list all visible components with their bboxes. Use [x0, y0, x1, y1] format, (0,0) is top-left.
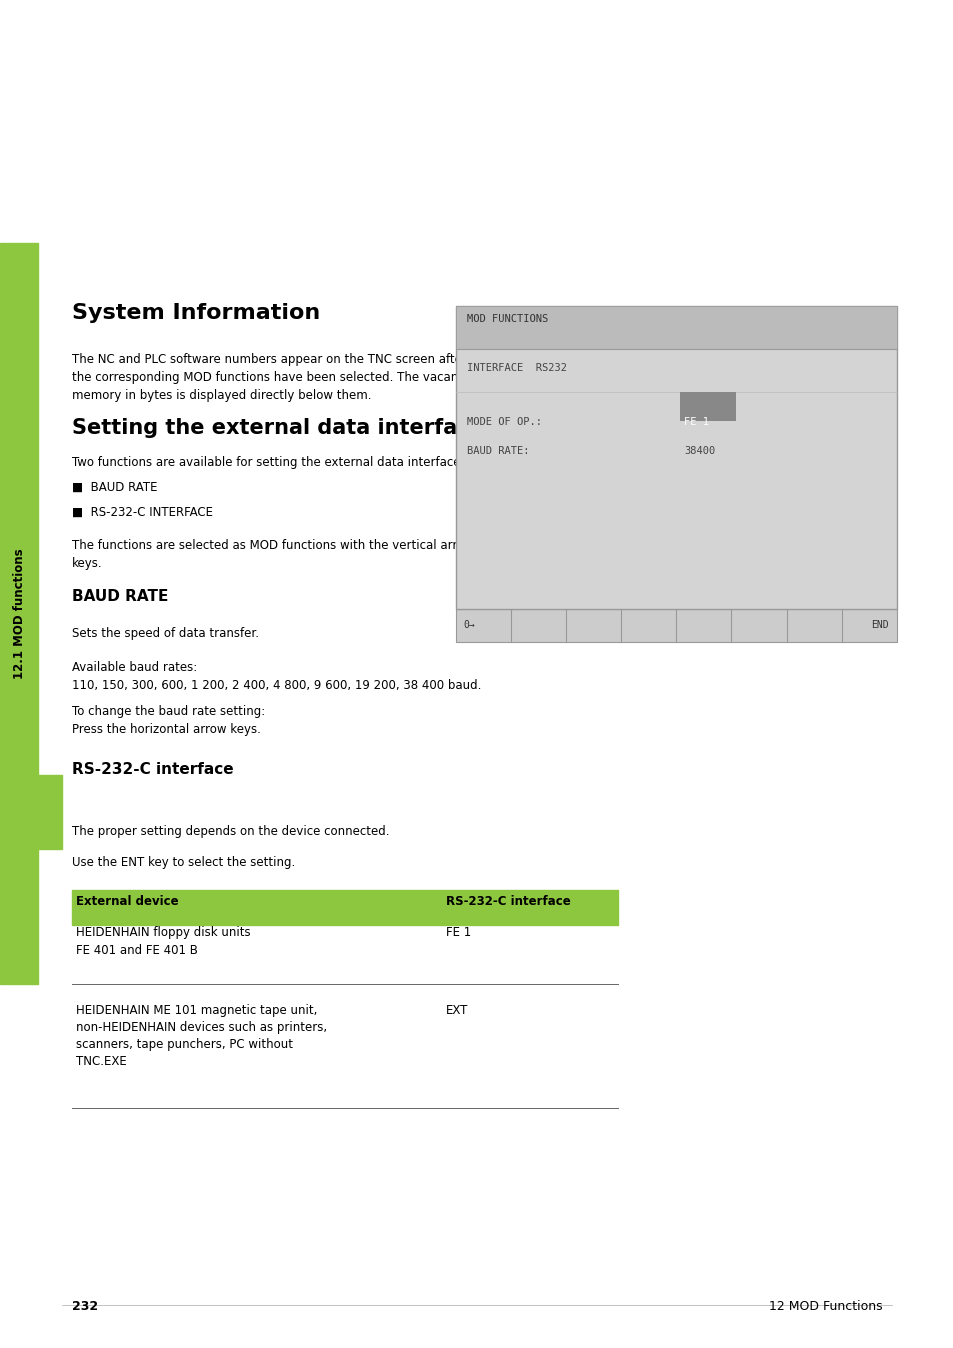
Text: Setting the external data interfaces: Setting the external data interfaces [71, 418, 496, 438]
Text: 12.1 MOD functions: 12.1 MOD functions [12, 549, 26, 678]
Text: Two functions are available for setting the external data interfaces:: Two functions are available for setting … [71, 456, 470, 469]
Text: 0→: 0→ [463, 620, 475, 631]
Text: The functions are selected as MOD functions with the vertical arrow
keys.: The functions are selected as MOD functi… [71, 539, 473, 570]
Text: System Information: System Information [71, 303, 319, 324]
Text: The NC and PLC software numbers appear on the TNC screen after
the corresponding: The NC and PLC software numbers appear o… [71, 353, 466, 402]
Text: FE 1: FE 1 [445, 926, 470, 940]
Text: HEIDENHAIN ME 101 magnetic tape unit,
non-HEIDENHAIN devices such as printers,
s: HEIDENHAIN ME 101 magnetic tape unit, no… [76, 1004, 327, 1068]
Text: BAUD RATE: BAUD RATE [71, 589, 168, 604]
Text: ■  BAUD RATE: ■ BAUD RATE [71, 481, 157, 495]
Bar [456, 306, 896, 349]
Text: 232: 232 [71, 1299, 97, 1313]
Bar [71, 890, 618, 925]
Text: Sets the speed of data transfer.: Sets the speed of data transfer. [71, 627, 258, 640]
Text: RS-232-C interface: RS-232-C interface [445, 895, 570, 909]
Text: END: END [871, 620, 888, 631]
Bar [679, 392, 735, 421]
Text: EXT: EXT [445, 1004, 467, 1018]
Bar [456, 609, 896, 642]
Text: Use the ENT key to select the setting.: Use the ENT key to select the setting. [71, 856, 294, 869]
Bar [456, 306, 896, 609]
Text: The proper setting depends on the device connected.: The proper setting depends on the device… [71, 825, 389, 838]
Text: RS-232-C interface: RS-232-C interface [71, 762, 233, 776]
Text: FE 1: FE 1 [683, 417, 708, 426]
Text: INTERFACE  RS232: INTERFACE RS232 [467, 363, 567, 372]
Text: Available baud rates:
110, 150, 300, 600, 1 200, 2 400, 4 800, 9 600, 19 200, 38: Available baud rates: 110, 150, 300, 600… [71, 661, 480, 692]
Text: BAUD RATE:: BAUD RATE: [467, 446, 530, 456]
Text: 12 MOD Functions: 12 MOD Functions [768, 1299, 882, 1313]
Text: HEIDENHAIN floppy disk units
FE 401 and FE 401 B: HEIDENHAIN floppy disk units FE 401 and … [76, 926, 251, 957]
Bar [0, 775, 62, 849]
Text: External device: External device [76, 895, 179, 909]
Bar [0, 243, 38, 984]
Text: ■  RS-232-C INTERFACE: ■ RS-232-C INTERFACE [71, 506, 213, 519]
Text: MOD FUNCTIONS: MOD FUNCTIONS [467, 314, 548, 324]
Text: To change the baud rate setting:
Press the horizontal arrow keys.: To change the baud rate setting: Press t… [71, 705, 265, 736]
Text: MODE OF OP.:: MODE OF OP.: [467, 417, 542, 426]
Text: 38400: 38400 [683, 446, 715, 456]
